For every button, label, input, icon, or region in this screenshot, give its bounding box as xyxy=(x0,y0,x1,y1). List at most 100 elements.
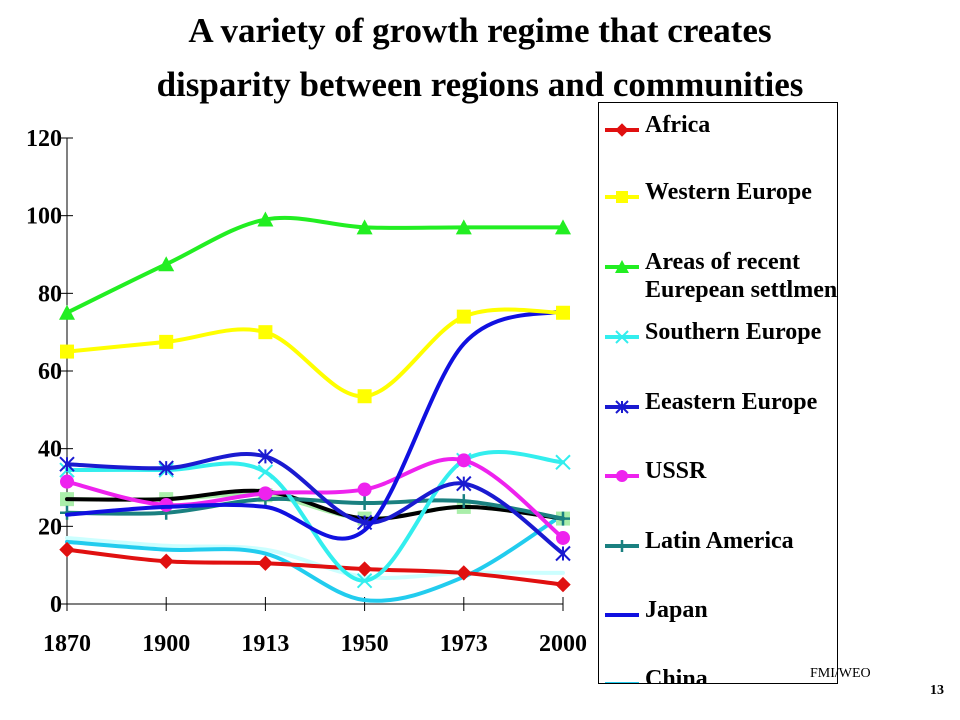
legend-label: Southern Europe xyxy=(645,319,822,345)
data-point xyxy=(556,305,570,320)
page-number: 13 xyxy=(930,683,944,698)
series-eeastern-europe xyxy=(59,448,571,562)
legend-label: Latin America xyxy=(645,528,794,554)
data-point xyxy=(615,123,629,137)
data-point xyxy=(257,448,274,465)
data-point xyxy=(616,191,628,203)
legend-swatch xyxy=(605,682,639,683)
legend-label: Western Europe xyxy=(645,179,812,205)
data-point xyxy=(456,309,471,324)
legend-label: USSR xyxy=(645,458,707,484)
series-africa xyxy=(59,541,571,593)
series-latin-america xyxy=(60,492,570,526)
data-point xyxy=(59,541,75,558)
y-tick-label: 60 xyxy=(38,359,62,385)
data-point xyxy=(158,553,174,569)
data-point xyxy=(556,530,570,545)
chart-title: A variety of growth regime that creates … xyxy=(40,4,920,112)
x-tick-label: 1950 xyxy=(341,631,389,657)
legend-item: Southern Europe xyxy=(599,318,837,352)
legend-label: Africa xyxy=(645,112,711,138)
series-line xyxy=(65,215,565,315)
data-point xyxy=(357,496,372,511)
legend-item: China xyxy=(599,665,837,684)
data-point xyxy=(60,344,74,359)
x-tick-label: 2000 xyxy=(539,631,587,657)
x-tick-label: 1913 xyxy=(241,631,289,657)
legend-swatch xyxy=(605,400,639,414)
series-line xyxy=(65,512,565,603)
series-line xyxy=(65,547,565,587)
data-point xyxy=(257,211,274,227)
data-point xyxy=(158,256,175,272)
data-point xyxy=(615,260,629,273)
data-point xyxy=(257,464,274,480)
data-point xyxy=(456,494,471,509)
y-tick-label: 120 xyxy=(26,126,62,152)
data-point xyxy=(616,470,628,482)
data-point xyxy=(59,304,75,320)
data-point xyxy=(456,565,472,581)
legend-item: Eeastern Europe xyxy=(599,388,837,422)
y-tick-label: 20 xyxy=(38,514,62,540)
legend-label: Eeastern Europe xyxy=(645,389,818,415)
data-point xyxy=(159,334,174,349)
data-point xyxy=(60,474,74,489)
series-line xyxy=(65,307,565,399)
data-point xyxy=(356,561,373,577)
legend-swatch xyxy=(605,123,639,137)
legend-swatch xyxy=(605,330,639,344)
legend-item: Japan xyxy=(599,596,837,630)
legend-label: China xyxy=(645,666,708,684)
data-point xyxy=(455,219,472,235)
data-point xyxy=(555,219,571,235)
title-line-1: A variety of growth regime that creates xyxy=(188,11,772,50)
legend-swatch xyxy=(605,260,639,273)
data-point xyxy=(616,540,628,552)
y-tick-label: 40 xyxy=(38,437,62,463)
source-note: FMI/WEO xyxy=(810,666,871,681)
x-tick-label: 1973 xyxy=(440,631,488,657)
title-line-2: disparity between regions and communitie… xyxy=(156,65,804,104)
data-point xyxy=(258,325,273,340)
data-point xyxy=(555,545,571,562)
legend-item: Western Europe xyxy=(599,178,837,212)
data-point xyxy=(258,486,273,501)
data-point xyxy=(555,454,571,470)
data-point xyxy=(556,511,570,526)
legend-swatch xyxy=(605,613,639,617)
legend-swatch xyxy=(605,470,639,482)
series-line xyxy=(65,308,565,541)
series-areas-of-recent-eurepean-settlment xyxy=(59,211,571,320)
legend-swatch xyxy=(605,191,639,203)
x-tick-label: 1870 xyxy=(43,631,91,657)
legend-item: Latin America xyxy=(599,527,837,561)
legend-item: Areas of recent Eurepean settlment xyxy=(599,248,837,303)
y-tick-label: 0 xyxy=(50,592,62,618)
data-point xyxy=(555,576,571,593)
data-point xyxy=(257,555,274,571)
legend-label: Japan xyxy=(645,597,708,623)
x-tick-label: 1900 xyxy=(142,631,190,657)
legend-label: Areas of recent xyxy=(645,249,801,275)
data-point xyxy=(615,400,629,414)
legend-item: USSR xyxy=(599,457,837,491)
y-tick-label: 100 xyxy=(26,204,62,230)
legend-label-line-2: Eurepean settlment xyxy=(645,277,838,303)
data-point xyxy=(158,460,174,476)
data-point xyxy=(357,389,372,404)
series-western-europe xyxy=(60,305,570,404)
data-point xyxy=(357,482,372,497)
data-point xyxy=(59,456,75,472)
data-point xyxy=(615,330,629,344)
y-tick-label: 80 xyxy=(38,281,62,307)
legend-swatch xyxy=(605,540,639,552)
data-point xyxy=(356,572,373,589)
series-japan xyxy=(65,308,565,541)
data-point xyxy=(456,453,471,468)
data-point xyxy=(356,219,373,235)
data-point xyxy=(456,475,472,492)
chart-legend: Africa Western Europe Areas of recent Eurep… xyxy=(598,102,838,684)
legend-item: Africa xyxy=(599,111,837,145)
